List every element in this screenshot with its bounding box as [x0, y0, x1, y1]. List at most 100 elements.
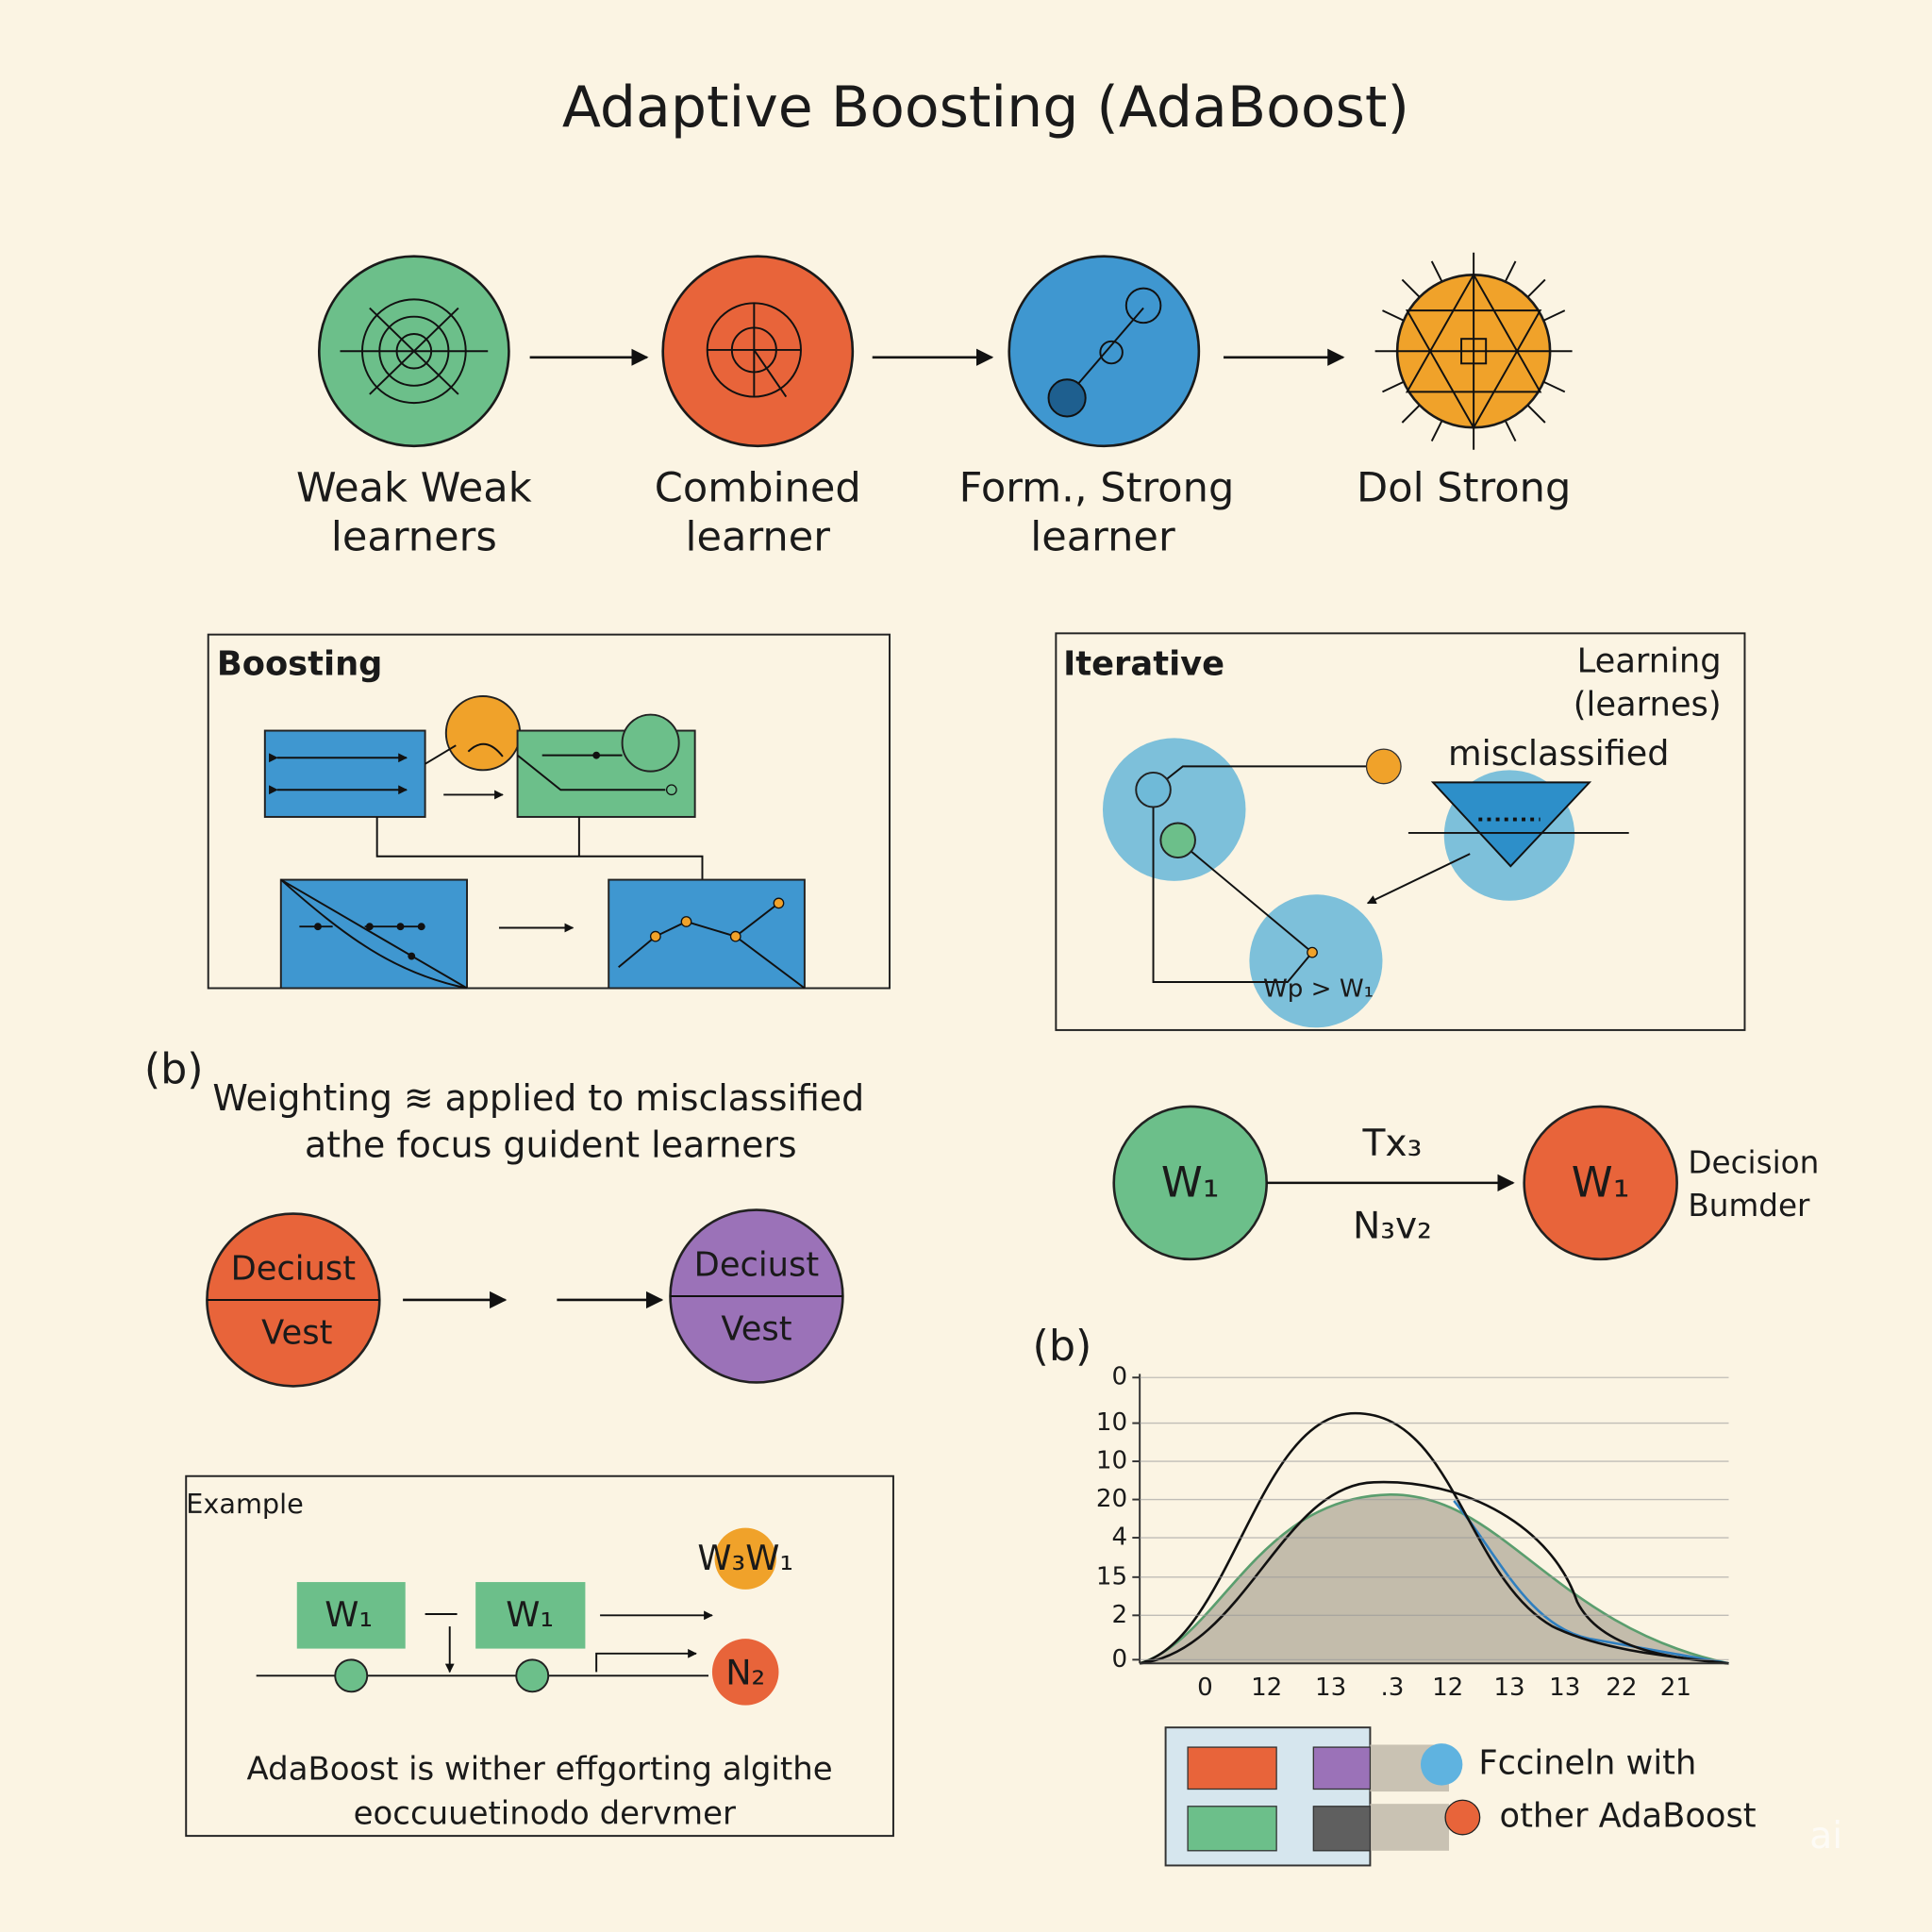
y-tick-label: 4	[1111, 1524, 1127, 1552]
plot: (b) Fccineln with other AdaBoost 0101020…	[1033, 1323, 1757, 1867]
weighting: (b) Weighting ≋ applied to misclassified…	[144, 1045, 864, 1388]
shape	[1374, 252, 1573, 450]
step-label: Combined	[655, 464, 861, 511]
circle-bottom: Vest	[261, 1314, 332, 1353]
y-tick-label: 10	[1096, 1447, 1127, 1475]
section-marker: (b)	[144, 1045, 204, 1093]
flow: Weak Weak learners Combined learner Form…	[296, 252, 1573, 561]
edge-label: Tx₃	[1362, 1123, 1423, 1165]
legend-label: other AdaBoost	[1500, 1797, 1757, 1836]
shape	[1055, 632, 1746, 1031]
caption-line: Weighting ≋ applied to misclassified	[212, 1077, 864, 1119]
watermark: ai	[1809, 1815, 1842, 1857]
shape	[595, 1648, 697, 1673]
legend-swatch	[1187, 1746, 1277, 1790]
shape	[396, 923, 405, 931]
shape	[185, 1474, 894, 1838]
legend-dot	[1444, 1799, 1481, 1836]
shape	[417, 923, 425, 931]
x-tick-label: 12	[1432, 1674, 1463, 1702]
shape	[375, 816, 704, 880]
shape	[280, 878, 468, 990]
iterative-panel: Iterative Learning (learnes) misclassifi…	[1055, 632, 1746, 1031]
shape	[425, 744, 457, 765]
caption-line: athe focus guident learners	[305, 1124, 797, 1166]
shape	[467, 742, 504, 758]
shape	[608, 878, 806, 990]
shape	[314, 923, 322, 931]
panel-note: (learnes)	[1574, 685, 1722, 724]
shape	[263, 729, 426, 818]
panel-title: Boosting	[217, 644, 383, 683]
shape	[444, 694, 522, 772]
circle-bottom: Vest	[721, 1310, 791, 1349]
shape	[296, 1582, 406, 1649]
shape	[621, 713, 680, 773]
x-tick-label: 13	[1315, 1674, 1346, 1702]
shape	[1152, 807, 1314, 983]
shape	[207, 633, 891, 990]
curve	[1140, 1480, 1729, 1665]
shape	[592, 751, 601, 759]
step-label: learner	[686, 514, 831, 561]
box-label: W₁	[325, 1594, 373, 1635]
shape	[680, 916, 692, 927]
shape	[1307, 946, 1318, 958]
shape	[1365, 748, 1402, 785]
caption-line: eoccuuetinodo dervmer	[354, 1794, 736, 1832]
weights-label: W₃W₁	[697, 1538, 793, 1578]
shape	[773, 897, 785, 909]
shape	[1159, 822, 1196, 859]
legend-dot	[1420, 1743, 1463, 1786]
panel-title: Iterative	[1063, 644, 1224, 683]
shape	[1066, 307, 1144, 398]
shape	[475, 1582, 586, 1649]
x-tick-label: 21	[1660, 1674, 1691, 1702]
boosting-panel: Boosting	[207, 633, 891, 990]
legend-label: Fccineln with	[1478, 1743, 1696, 1782]
x-tick-label: .3	[1380, 1674, 1404, 1702]
shape	[408, 952, 416, 960]
transition: W₁ Tx₃ N₃v₂ W₁ Decision Bumder	[1112, 1105, 1819, 1261]
y-tick-label: 0	[1111, 1645, 1127, 1674]
step-label: Weak Weak	[296, 464, 532, 511]
curve	[1139, 1411, 1729, 1665]
y-tick-label: 0	[1111, 1363, 1127, 1391]
shape	[661, 255, 855, 448]
weak-icon	[317, 255, 510, 448]
shape	[1099, 340, 1124, 365]
shape	[334, 1658, 369, 1693]
shape	[369, 307, 459, 395]
shape	[714, 1527, 776, 1590]
node-note: Decision	[1688, 1144, 1819, 1180]
step-label: learners	[331, 514, 497, 561]
example-panel: Example W₁ W₁ W₃W₁ N₂ AdaBoost is wither…	[185, 1474, 894, 1838]
curve	[1139, 1493, 1729, 1665]
y-tick-label: 2	[1111, 1601, 1127, 1629]
shape	[711, 1639, 779, 1706]
circle-top: Deciust	[231, 1250, 357, 1289]
shape	[1430, 781, 1592, 868]
step-label: learner	[1030, 514, 1175, 561]
shape	[365, 923, 374, 931]
y-tick-label: 10	[1096, 1408, 1127, 1437]
edge-label: N₃v₂	[1353, 1206, 1432, 1248]
shape	[729, 930, 741, 942]
caption-line: AdaBoost is wither effgorting algithe	[247, 1750, 833, 1788]
node-label: W₁	[1161, 1158, 1220, 1207]
x-tick-label: 22	[1606, 1674, 1637, 1702]
shape	[1397, 273, 1551, 430]
x-tick-label: 0	[1197, 1674, 1213, 1702]
shape	[1124, 287, 1162, 325]
y-tick-label: 20	[1096, 1485, 1127, 1513]
shape	[649, 930, 661, 942]
shape	[1008, 255, 1201, 448]
shape	[1102, 738, 1246, 881]
title: Adaptive Boosting (AdaBoost)	[562, 75, 1409, 141]
legend-bar	[1370, 1804, 1449, 1851]
shape	[516, 754, 666, 791]
section-marker: (b)	[1033, 1323, 1092, 1371]
